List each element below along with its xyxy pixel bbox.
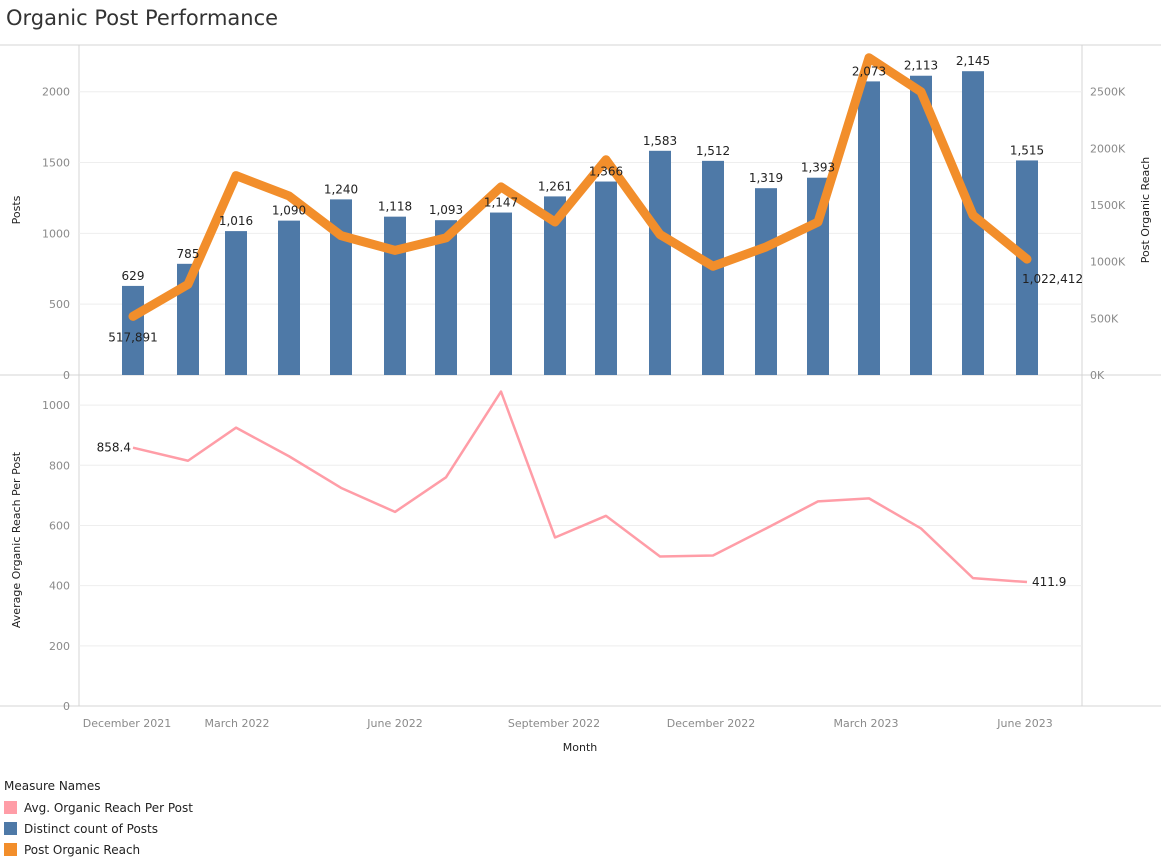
y-tick-label: 1500: [42, 157, 70, 170]
y-axis-title-avg: Average Organic Reach Per Post: [10, 451, 23, 628]
x-tick-label: March 2022: [204, 717, 269, 730]
y-right-tick-label: 500K: [1090, 312, 1119, 325]
legend-item-reach[interactable]: Post Organic Reach: [4, 839, 193, 860]
avg-point-label: 411.9: [1032, 575, 1066, 589]
bar-label: 2,145: [956, 54, 990, 68]
bar-label: 1,319: [749, 171, 783, 185]
y-tick-label: 0: [63, 700, 70, 713]
bar-label: 1,240: [324, 182, 358, 196]
y-right-tick-label: 0K: [1090, 369, 1105, 382]
bar: [649, 150, 671, 375]
y-right-tick-label: 2000K: [1090, 142, 1126, 155]
avg-point-label: 858.4: [97, 441, 131, 455]
bar: [278, 220, 300, 375]
x-axis-title: Month: [563, 741, 598, 754]
reach-point-label: 517,891: [108, 330, 158, 344]
legend-swatch: [4, 822, 17, 835]
bar: [544, 196, 566, 375]
y-tick-label: 400: [49, 580, 70, 593]
bar-label: 1,512: [696, 144, 730, 158]
x-tick-label: March 2023: [833, 717, 898, 730]
bar-label: 1,016: [219, 214, 253, 228]
reach-line: [128, 53, 1032, 321]
data-labels: 629 785 1,016 1,090 1,240 1,118 1,093 1,147 1,26…: [97, 54, 1083, 589]
bar: [858, 81, 880, 375]
avg-series-line: [132, 390, 1028, 584]
bar: [755, 188, 777, 375]
reach-point-label: 1,022,412: [1022, 272, 1083, 286]
y-tick-label: 0: [63, 369, 70, 382]
x-tick-label: December 2021: [83, 717, 172, 730]
y-right-tick-label: 2500K: [1090, 86, 1126, 99]
y-axis-title-posts: Posts: [10, 195, 23, 224]
y-tick-label: 600: [49, 519, 70, 532]
legend-label: Distinct count of Posts: [24, 821, 158, 836]
bar-label: 1,366: [589, 165, 623, 179]
legend: Measure Names Avg. Organic Reach Per Pos…: [4, 779, 193, 860]
bar-label: 1,118: [378, 200, 412, 214]
bar: [595, 181, 617, 375]
x-tick-label: December 2022: [667, 717, 756, 730]
bar-label: 1,515: [1010, 143, 1044, 157]
bar: [490, 212, 512, 375]
bar-label: 1,583: [643, 134, 677, 148]
page-title: Organic Post Performance: [6, 6, 279, 30]
y-right-tick-label: 1500K: [1090, 199, 1126, 212]
bar-label: 1,261: [538, 179, 572, 193]
x-tick-label: June 2023: [996, 717, 1052, 730]
reach-series-line: [128, 53, 1032, 321]
bar: [962, 71, 984, 375]
bar: [910, 75, 932, 376]
bar: [435, 220, 457, 375]
legend-swatch: [4, 843, 17, 856]
bar: [330, 199, 352, 375]
x-tick-label: September 2022: [508, 717, 600, 730]
legend-item-avg[interactable]: Avg. Organic Reach Per Post: [4, 797, 193, 818]
bar-label: 629: [122, 269, 145, 283]
y-axis-title-reach: Post Organic Reach: [1139, 157, 1152, 263]
bar-label: 1,090: [272, 204, 306, 218]
y-tick-label: 1000: [42, 227, 70, 240]
bar: [1016, 160, 1038, 375]
legend-title: Measure Names: [4, 779, 101, 793]
bar-label: 1,093: [429, 203, 463, 217]
bar: [384, 216, 406, 375]
y-right-tick-label: 1000K: [1090, 256, 1126, 269]
bar: [225, 231, 247, 375]
y-tick-label: 200: [49, 640, 70, 653]
legend-label: Post Organic Reach: [24, 842, 141, 857]
posts-bars: [122, 71, 1038, 376]
bar-label: 785: [177, 247, 200, 261]
y-tick-label: 1000: [42, 399, 70, 412]
legend-label: Avg. Organic Reach Per Post: [24, 800, 193, 815]
bar-label: 1,393: [801, 161, 835, 175]
bar-label: 2,073: [852, 64, 886, 78]
y-tick-label: 2000: [42, 86, 70, 99]
axis-ticks: 05001000150020000K500K1000K1500K2000K250…: [42, 86, 1126, 730]
bar-label: 1,147: [484, 196, 518, 210]
bar-label: 2,113: [904, 59, 938, 73]
legend-swatch: [4, 801, 17, 814]
chart-frame: [0, 44, 1161, 707]
chart: 629 785 1,016 1,090 1,240 1,118 1,093 1,147 1,26…: [0, 44, 1161, 754]
legend-item-posts[interactable]: Distinct count of Posts: [4, 818, 193, 839]
y-tick-label: 800: [49, 459, 70, 472]
avg-line: [132, 390, 1028, 584]
y-tick-label: 500: [49, 298, 70, 311]
x-tick-label: June 2022: [366, 717, 422, 730]
